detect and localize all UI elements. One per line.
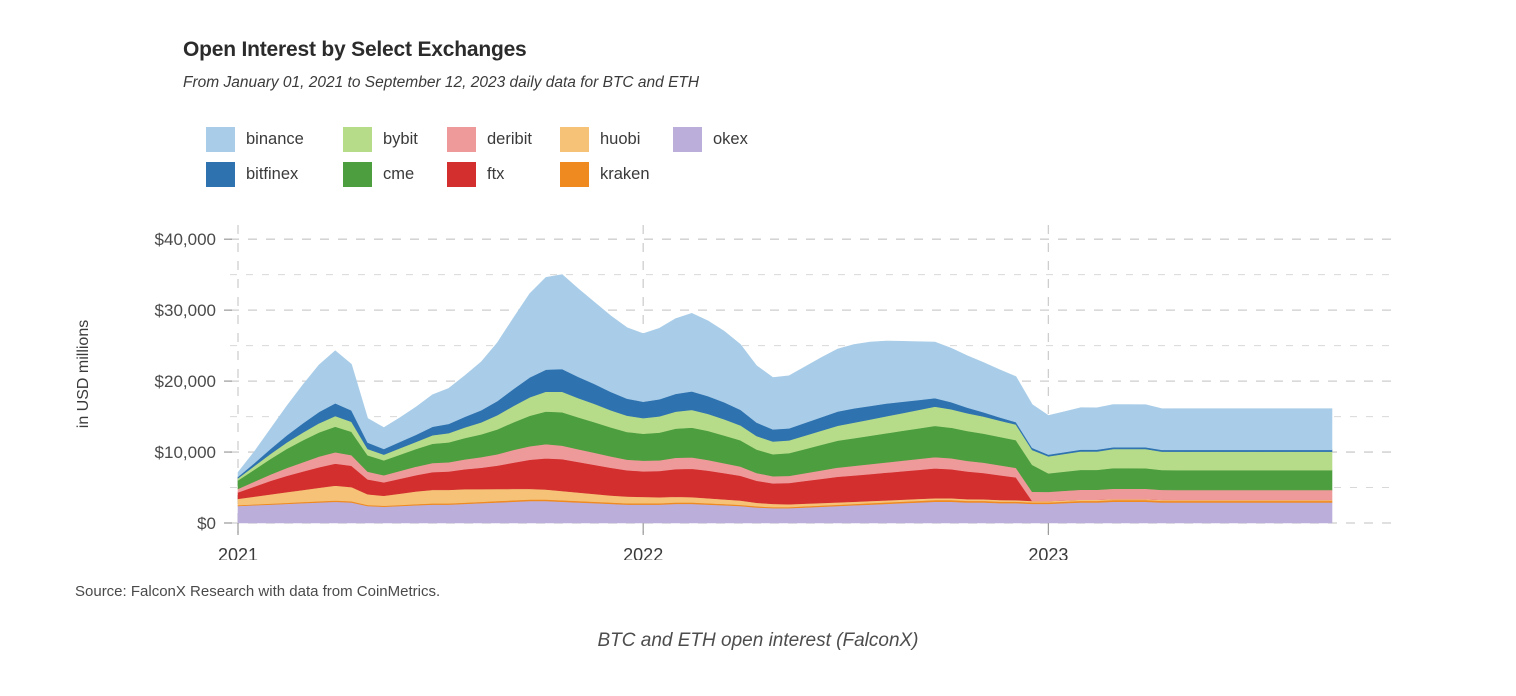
legend-item-okex[interactable]: okex: [673, 127, 783, 152]
legend-label-cme: cme: [383, 165, 415, 183]
legend-label-deribit: deribit: [487, 130, 532, 148]
legend-item-binance[interactable]: binance: [206, 127, 343, 152]
legend-item-cme[interactable]: cme: [343, 162, 447, 187]
legend-label-bitfinex: bitfinex: [246, 165, 299, 183]
ytick-label: $0: [197, 514, 216, 533]
ytick-label: $10,000: [155, 443, 216, 462]
legend-label-ftx: ftx: [487, 165, 505, 183]
chart-title: Open Interest by Select Exchanges: [183, 38, 527, 61]
legend-item-deribit[interactable]: deribit: [447, 127, 560, 152]
legend-item-kraken[interactable]: kraken: [560, 162, 673, 187]
legend-swatch-huobi: [560, 127, 589, 152]
chart-legend: binance bybit deribit huobi okex bitfinex cme f…: [206, 122, 906, 192]
figure-caption: BTC and ETH open interest (FalconX): [597, 630, 919, 651]
legend-row: binance bybit deribit huobi okex: [206, 122, 906, 157]
legend-swatch-kraken: [560, 162, 589, 187]
legend-swatch-bitfinex: [206, 162, 235, 187]
legend-label-bybit: bybit: [383, 130, 418, 148]
xtick-label: 2023: [1028, 545, 1068, 560]
legend-item-bybit[interactable]: bybit: [343, 127, 447, 152]
ytick-label: $20,000: [155, 372, 216, 391]
stacked-area-chart: $0 $10,000 $20,000 $30,000 $40,000 2021 2022 20…: [75, 225, 1395, 560]
chart-figure: Open Interest by Select Exchanges From J…: [0, 38, 1420, 600]
legend-swatch-okex: [673, 127, 702, 152]
legend-item-bitfinex[interactable]: bitfinex: [206, 162, 343, 187]
legend-row: bitfinex cme ftx kraken: [206, 157, 906, 192]
legend-swatch-deribit: [447, 127, 476, 152]
legend-swatch-cme: [343, 162, 372, 187]
ytick-label: $30,000: [155, 301, 216, 320]
legend-item-huobi[interactable]: huobi: [560, 127, 673, 152]
area-series-binance: [237, 274, 1333, 478]
ytick-label: $40,000: [155, 230, 216, 249]
xtick-label: 2022: [623, 545, 663, 560]
legend-swatch-binance: [206, 127, 235, 152]
xtick-label: 2021: [218, 545, 258, 560]
legend-swatch-ftx: [447, 162, 476, 187]
legend-label-huobi: huobi: [600, 130, 641, 148]
source-note: Source: FalconX Research with data from …: [75, 583, 441, 600]
legend-label-binance: binance: [246, 130, 304, 148]
plot-area: $0 $10,000 $20,000 $30,000 $40,000 2021 2022 20…: [0, 205, 1420, 560]
chart-subtitle: From January 01, 2021 to September 12, 2…: [183, 74, 700, 91]
y-axis-title: in USD millions: [75, 320, 92, 428]
legend-item-ftx[interactable]: ftx: [447, 162, 560, 187]
legend-label-kraken: kraken: [600, 165, 650, 183]
legend-label-okex: okex: [713, 130, 748, 148]
legend-swatch-bybit: [343, 127, 372, 152]
